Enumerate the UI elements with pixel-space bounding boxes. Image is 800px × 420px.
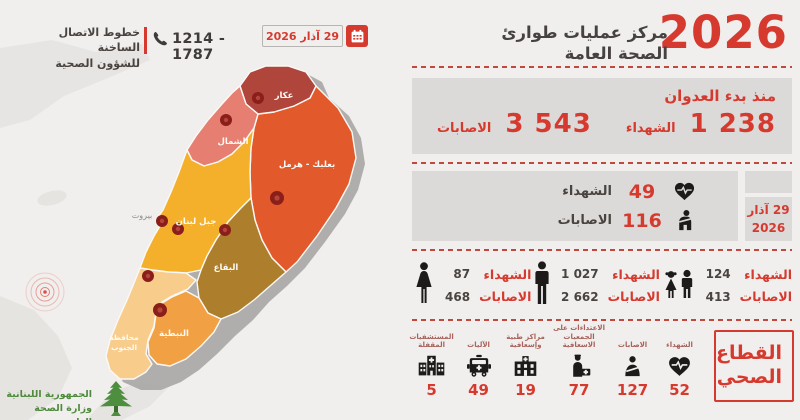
label-baalbek-hermel: بعلبك - هرمل — [279, 160, 335, 170]
heart-pulse-icon — [667, 352, 692, 380]
hospital-icon — [417, 352, 446, 380]
dashed-divider — [412, 319, 792, 321]
sector-closed-hospitals-stat: المستشفيات المقفلة — [409, 326, 454, 400]
daily-stats-panel: 49 الشهداء 116 الاصابات — [412, 171, 738, 241]
sector-attacks-label: الاعتداءات على الجمعيات الاسعافية — [553, 323, 605, 350]
sector-attacks-value: 77 — [568, 381, 590, 399]
calendar-icon — [351, 29, 363, 42]
women-injuries-value: 468 — [445, 290, 471, 304]
children-injuries-label: الاصابات — [739, 289, 792, 304]
sector-vehicles-stat: الآليات 49 — [456, 326, 501, 399]
sector-closed-hospitals-label: المستشفيات المقفلة — [409, 332, 454, 350]
sector-vehicles-value: 49 — [468, 381, 489, 399]
dashed-divider — [412, 66, 792, 68]
sector-injuries-value: 127 — [616, 381, 649, 399]
children-icon — [661, 268, 697, 304]
sector-vehicles-label: الآليات — [467, 341, 490, 350]
sector-medical-centers-value: 19 — [515, 381, 536, 399]
since-martyrs-value: 1 238 — [689, 109, 776, 139]
paramedic-icon — [566, 352, 593, 380]
label-nabatieh: النبطية — [159, 329, 189, 339]
phone-icon — [151, 30, 169, 48]
sector-medical-centers-stat: مراكز طبية وإسعافية 19 — [503, 326, 548, 400]
men-stats-group: الشهداء الاصابات 1 027 2 662 — [532, 261, 660, 311]
heart-pulse-icon — [672, 180, 696, 204]
world-map-background — [0, 40, 168, 420]
children-stats-group: الشهداء الاصابات 124 413 — [661, 263, 792, 309]
men-martyrs-label: الشهداء — [612, 266, 660, 282]
women-martyrs-value: 87 — [453, 267, 471, 282]
since-injuries-label: الاصابات — [436, 121, 492, 136]
demographics-row: الشهداء الاصابات 124 413 الشهداء ا — [412, 256, 792, 316]
daily-injuries-value: 116 — [622, 209, 662, 232]
dashed-divider — [412, 162, 792, 164]
women-injuries-label: الاصابات — [479, 289, 532, 304]
cedar-logo-icon — [94, 380, 138, 418]
divider — [144, 27, 147, 54]
since-martyrs-label: الشهداء — [625, 121, 676, 136]
label-mount-lebanon: جبل لبنان — [176, 217, 217, 227]
label-akkar: عكار — [274, 91, 294, 101]
daily-martyrs-value: 49 — [628, 180, 656, 203]
health-sector-title: القطاع الصحي — [714, 330, 794, 402]
sector-attacks-stat: الاعتداءات على الجمعيات الاسعافية 77 — [550, 323, 608, 399]
daily-injuries-row: 116 الاصابات — [422, 209, 696, 233]
men-martyrs-value: 1 027 — [561, 267, 599, 282]
since-injuries-value: 3 543 — [505, 109, 592, 139]
injured-person-icon — [672, 209, 696, 233]
men-injuries-label: الاصابات — [607, 289, 660, 304]
since-aggression-title: منذ بدء العدوان — [664, 87, 776, 105]
sector-closed-hospitals-value: 5 — [426, 381, 437, 399]
region-south[interactable] — [105, 267, 197, 380]
women-martyrs-label: الشهداء — [483, 266, 532, 282]
label-south-line2: الجنوب — [111, 343, 137, 352]
calendar-button[interactable] — [346, 25, 368, 47]
region-baalbek-hermel[interactable] — [249, 85, 357, 273]
children-martyrs-value: 124 — [705, 267, 731, 282]
women-stats-group: الشهداء الاصابات 87 468 — [412, 262, 531, 310]
ambulance-icon — [466, 352, 492, 380]
incident-markers — [142, 92, 284, 317]
children-injuries-value: 413 — [705, 290, 731, 304]
sector-martyrs-label: الشهداء — [666, 341, 693, 350]
label-beirut: بيروت — [132, 211, 152, 220]
side-date-box: 29 آذار 2026 — [745, 197, 792, 241]
daily-martyrs-row: 49 الشهداء — [422, 180, 696, 204]
sector-martyrs-stat: الشهداء 52 — [657, 326, 702, 399]
lebanon-map: عكار الشمال بعلبك - هرمل جبل لبنان البقا… — [0, 40, 365, 420]
page-title: مركز عمليات طوارئ الصحة العامة — [501, 23, 668, 64]
since-aggression-panel: منذ بدء العدوان 1 238 الشهداء 3 543 الاص… — [412, 78, 792, 154]
date-badge[interactable]: 29 آذار 2026 — [262, 25, 343, 47]
ripple-marker-icon — [25, 272, 65, 312]
sector-injuries-label: الاصابات — [617, 341, 648, 350]
daily-martyrs-label: الشهداء — [562, 184, 612, 199]
hotline-numbers: 1214 - 1787 — [172, 31, 226, 63]
label-north: الشمال — [217, 137, 248, 147]
medical-center-icon — [512, 352, 539, 380]
label-bekaa: البقاع — [214, 263, 239, 273]
daily-injuries-label: الاصابات — [557, 213, 612, 228]
ministry-name: الجمهورية اللبنانية وزارة الصحة العامة — [6, 389, 92, 420]
hotline-label: خطوط الاتصال الساخنة للشؤون الصحية — [55, 26, 140, 70]
side-spacer-box — [745, 171, 792, 193]
men-injuries-value: 2 662 — [561, 290, 599, 304]
health-sector-section: القطاع الصحي الشهداء 52 الاصابات — [409, 323, 794, 412]
man-icon — [532, 261, 552, 311]
children-martyrs-label: الشهداء — [744, 266, 792, 282]
label-south-line1: محافظة — [109, 333, 139, 342]
dashed-divider — [412, 249, 792, 251]
sector-medical-centers-label: مراكز طبية وإسعافية — [506, 332, 545, 350]
year-heading: 2026 — [658, 6, 788, 59]
sector-martyrs-value: 52 — [669, 381, 690, 399]
woman-icon — [412, 262, 436, 310]
sector-injuries-stat: الاصابات 127 — [610, 326, 655, 399]
injured-person-icon — [621, 352, 644, 380]
